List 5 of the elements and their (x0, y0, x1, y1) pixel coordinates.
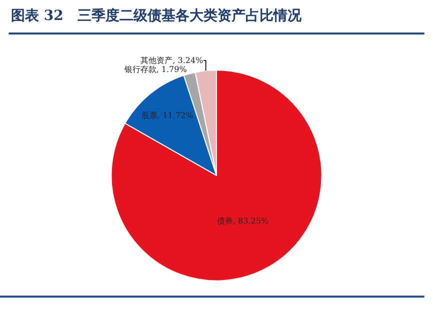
slice-label: 其他资产, 3.24% (140, 56, 204, 66)
slice-label: 债券, 83.25% (216, 216, 269, 226)
slice-label: 股票, 11.72% (142, 110, 194, 120)
chart-title: 图表 32 三季度二级债基各大类资产占比情况 (11, 7, 302, 24)
slice-label: 银行存款, 1.79% (123, 65, 188, 74)
